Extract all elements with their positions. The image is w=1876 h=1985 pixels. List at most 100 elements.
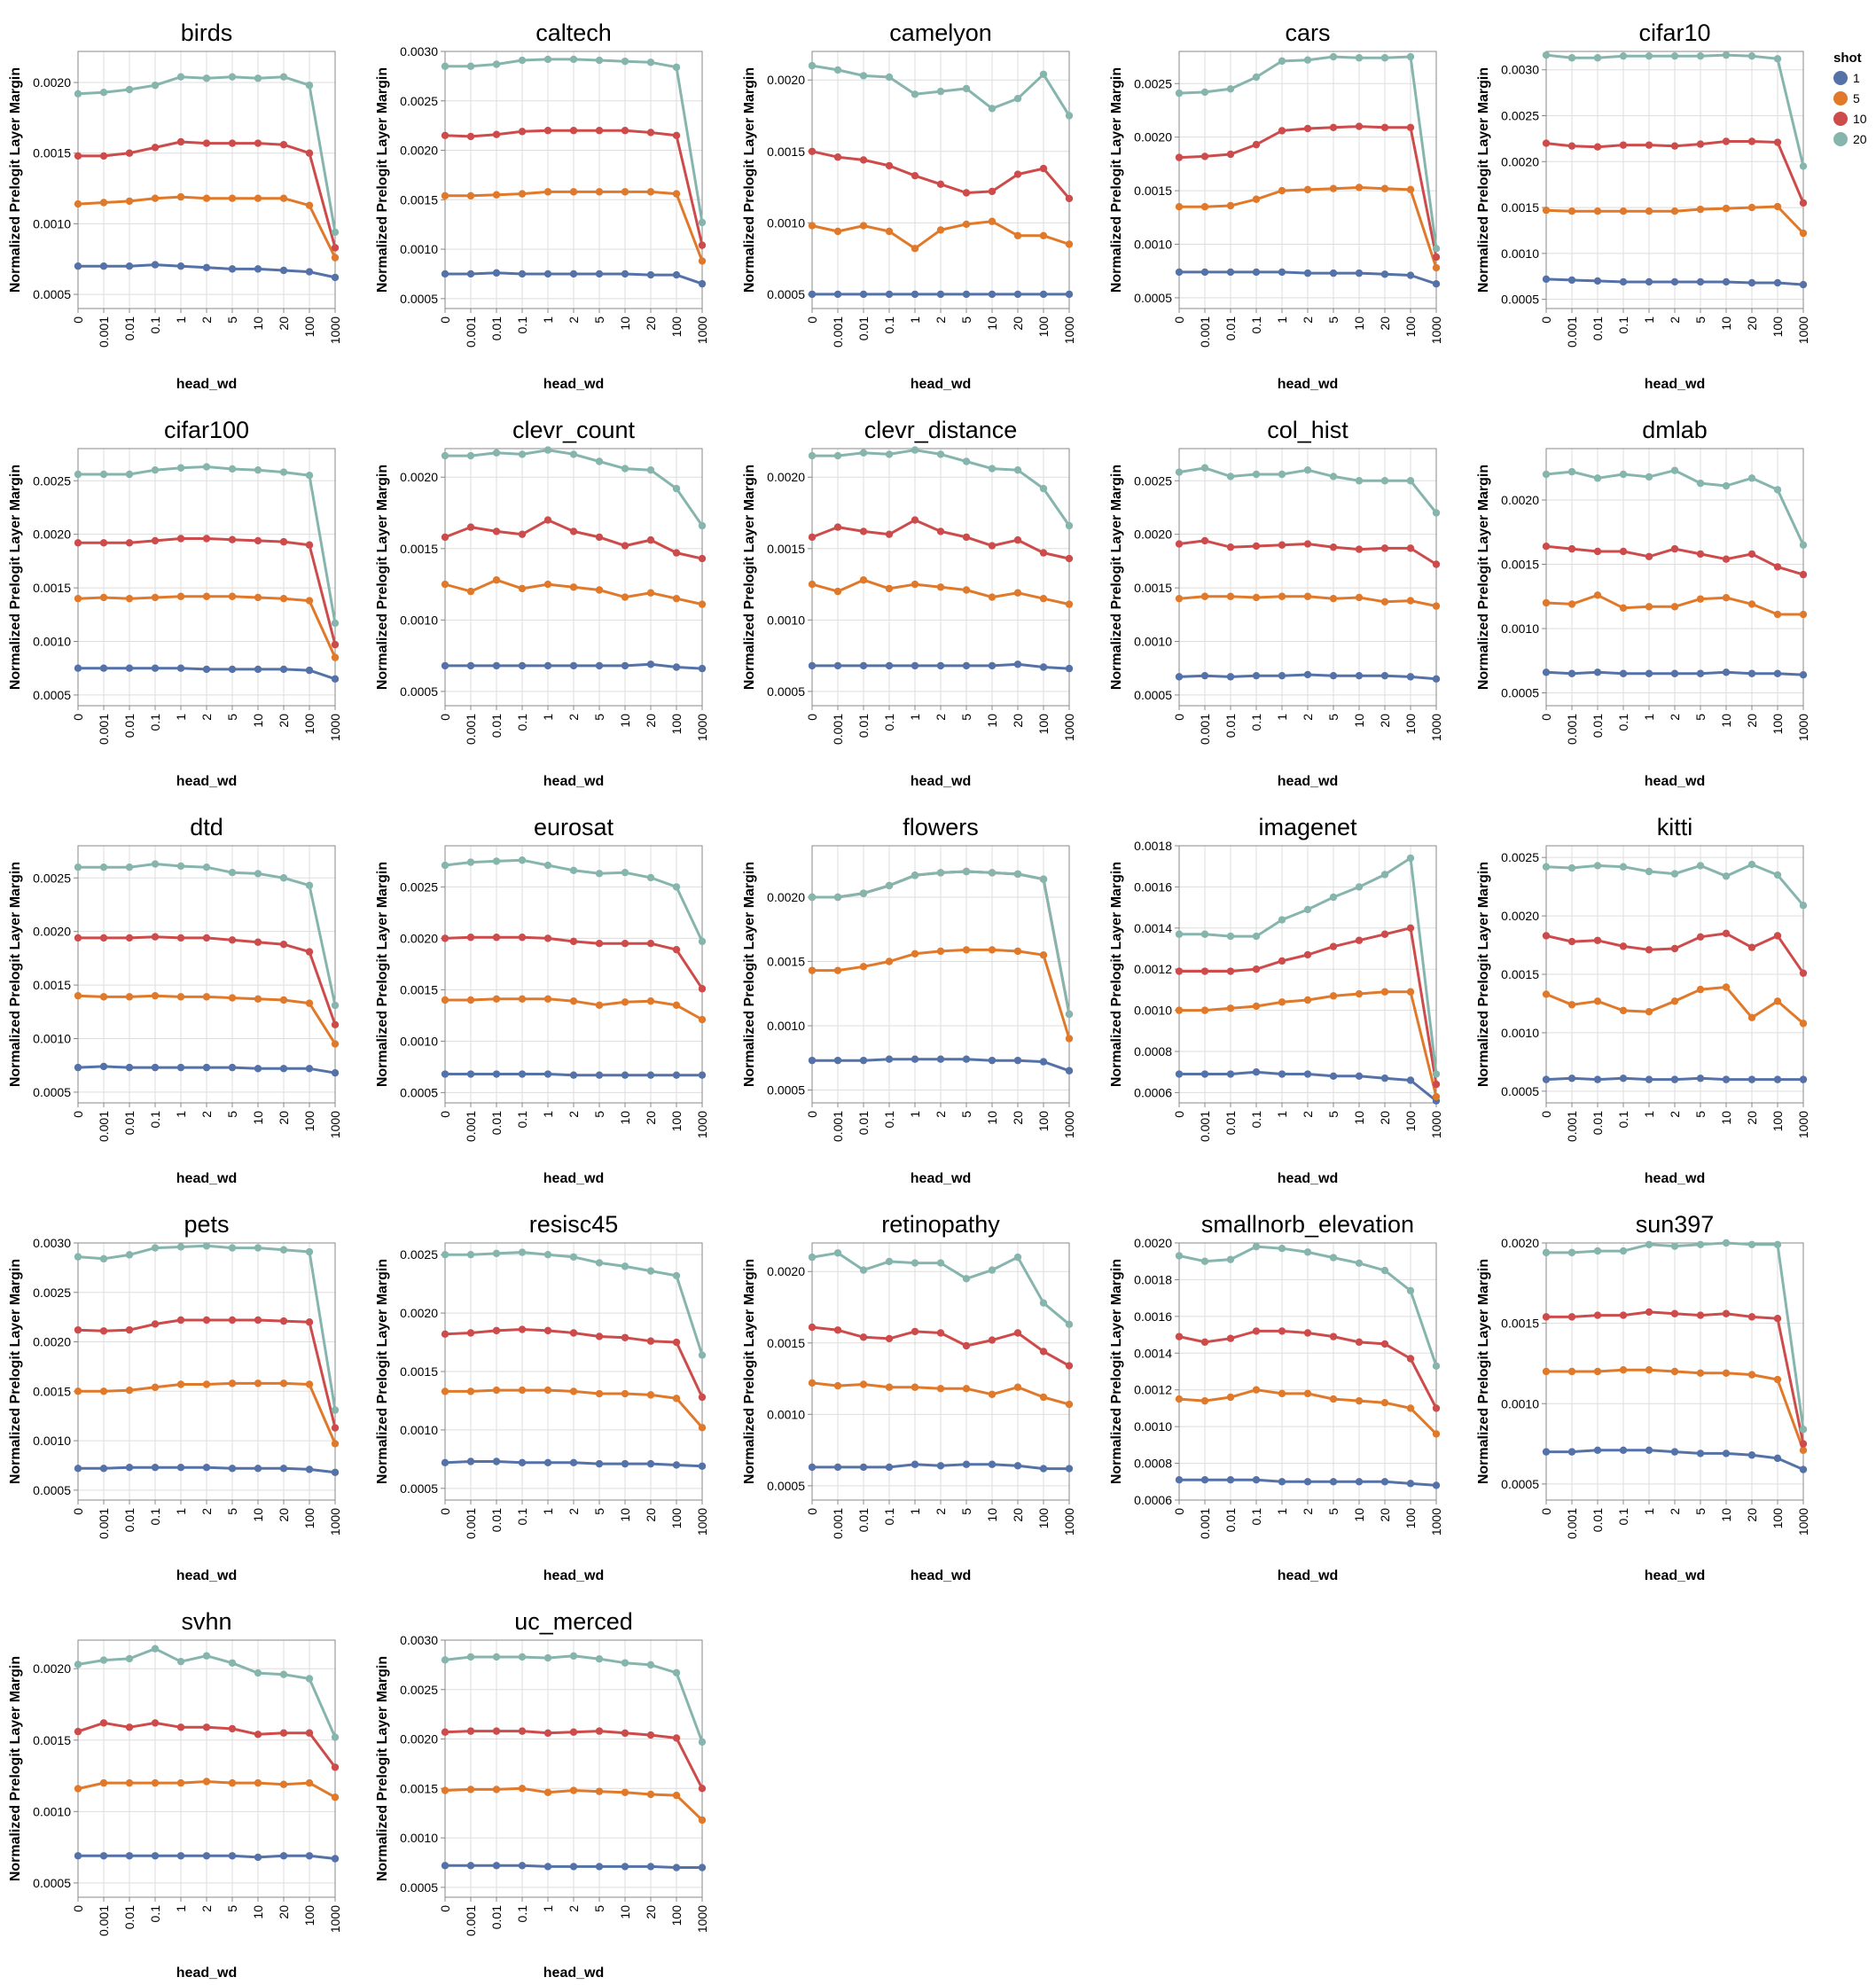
x-tick-label: 5 [1693,1508,1708,1515]
data-point-shot-10 [1619,547,1628,556]
data-point-shot-1 [569,1071,578,1079]
data-point-shot-1 [466,1070,475,1078]
data-point-shot-10 [808,1323,817,1332]
data-point-shot-10 [1303,540,1312,548]
data-point-shot-1 [646,1863,655,1871]
x-tick-label: 0 [71,1111,85,1118]
x-tick-label: 1 [1275,714,1289,721]
x-tick-label: 5 [1326,1508,1341,1515]
y-tick-label: 0.0005 [1501,1084,1539,1098]
data-point-shot-1 [698,279,707,288]
data-point-shot-20 [1747,860,1756,869]
x-tick-label: 10 [618,317,632,331]
x-tick-label: 0.1 [882,1111,896,1129]
x-tick-label: 1 [174,317,188,324]
data-point-shot-20 [962,457,971,465]
x-tick-label: 100 [1036,1111,1051,1132]
data-point-shot-1 [1619,277,1628,286]
x-tick-label: 0.01 [122,1111,137,1135]
data-point-shot-5 [1619,604,1628,612]
chart-title: birds [181,20,233,46]
y-tick-label: 0.0020 [767,470,805,484]
data-point-shot-1 [672,1864,681,1872]
data-point-shot-20 [331,1733,340,1741]
data-point-shot-1 [305,1465,314,1473]
data-point-shot-20 [1013,870,1022,879]
data-point-shot-20 [885,881,894,890]
data-point-shot-1 [279,665,288,674]
data-point-shot-10 [151,933,160,941]
data-point-shot-10 [672,549,681,557]
data-point-shot-1 [1593,277,1602,285]
data-point-shot-20 [305,1247,314,1256]
data-point-shot-20 [441,861,449,870]
y-axis-label: Normalized Prelogit Layer Margin [375,1656,390,1881]
x-tick-label: 100 [669,1111,684,1132]
data-point-shot-10 [1799,1440,1808,1448]
data-point-shot-10 [1567,142,1576,150]
data-point-shot-10 [331,244,340,252]
data-point-shot-5 [99,593,108,602]
data-point-shot-1 [1432,280,1441,288]
x-tick-label: 1000 [328,1905,342,1933]
y-tick-label: 0.0010 [33,216,71,231]
x-tick-label: 5 [592,1508,606,1515]
data-point-shot-10 [1039,1348,1048,1356]
data-point-shot-10 [125,149,134,157]
data-point-shot-1 [99,1062,108,1071]
data-point-shot-20 [1406,854,1415,863]
legend-item-10: 10 [1833,112,1867,126]
x-tick-label: 0 [71,714,85,721]
data-point-shot-10 [646,535,655,544]
data-point-shot-20 [305,881,314,889]
data-point-shot-10 [492,528,501,535]
data-point-shot-20 [1773,1240,1782,1249]
data-point-shot-10 [125,934,134,942]
data-point-shot-1 [1406,1076,1415,1084]
data-point-shot-20 [202,1652,211,1660]
x-tick-label: 0.1 [515,317,529,334]
data-point-shot-5 [988,1390,997,1398]
data-point-shot-20 [228,1244,237,1252]
x-tick-label: 20 [1011,1111,1025,1125]
data-point-shot-10 [466,1329,475,1337]
x-tick-label: 10 [1352,714,1366,728]
data-point-shot-5 [1065,240,1074,248]
y-tick-label: 0.0020 [1134,528,1172,542]
data-point-shot-20 [698,937,707,946]
data-point-shot-5 [1380,1399,1389,1407]
data-point-shot-10 [441,533,449,542]
data-point-shot-10 [1406,544,1415,552]
data-point-shot-10 [492,1727,501,1735]
data-point-shot-10 [543,934,552,942]
x-axis-label: head_wd [911,377,971,392]
data-point-shot-20 [1722,481,1731,490]
data-point-shot-20 [911,446,919,454]
data-point-shot-20 [1432,1362,1441,1370]
data-point-shot-20 [125,1251,134,1259]
x-tick-label: 0.01 [1591,1508,1605,1532]
data-point-shot-20 [1303,465,1312,474]
data-point-shot-10 [1175,540,1184,548]
data-point-shot-10 [698,554,707,563]
x-tick-label: 10 [251,1508,265,1522]
data-point-shot-1 [621,661,629,670]
data-point-shot-5 [1593,997,1602,1005]
x-tick-label: 2 [567,317,581,324]
data-point-shot-10 [569,127,578,135]
data-point-shot-5 [1303,592,1312,600]
data-point-shot-10 [125,1723,134,1731]
data-point-shot-20 [99,863,108,871]
data-point-shot-20 [1380,1266,1389,1275]
x-tick-label: 2 [567,1905,581,1912]
data-point-shot-1 [99,664,108,672]
data-point-shot-1 [1278,1478,1286,1486]
data-point-shot-1 [672,1071,681,1079]
x-axis-label: head_wd [176,1965,237,1981]
data-point-shot-1 [543,1458,552,1467]
y-axis-label: Normalized Prelogit Layer Margin [742,465,757,690]
data-point-shot-5 [1619,1006,1628,1015]
data-point-shot-10 [1645,946,1653,954]
y-tick-label: 0.0010 [1134,1419,1172,1434]
y-tick-label: 0.0030 [400,1633,438,1647]
